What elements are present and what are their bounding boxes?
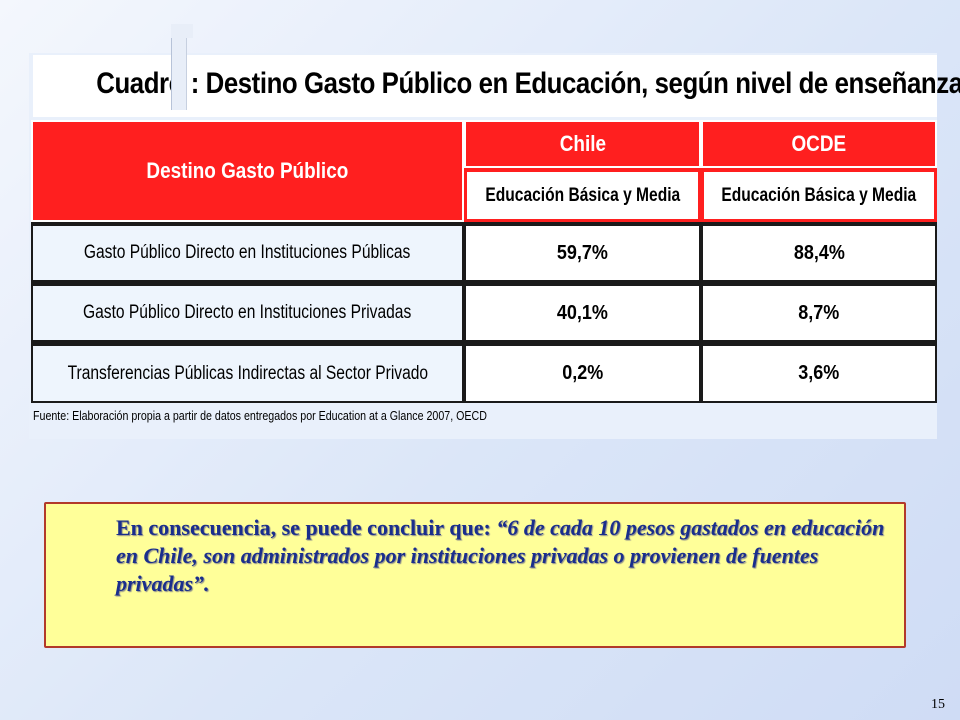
cell-value: 8,7% — [798, 301, 840, 324]
header-chile: Chile — [464, 120, 701, 168]
table-cell: 40,1% — [464, 282, 701, 342]
cell-value: 40,1% — [556, 301, 609, 324]
subheader-ocde-label: Educación Básica y Media — [721, 184, 917, 206]
conclusion-box: En consecuencia, se puede concluir que: … — [44, 502, 906, 648]
title-box: Cuadro : Destino Gasto Público en Educac… — [33, 55, 960, 117]
table-cell: 3,6% — [701, 342, 937, 403]
cell-value: 0,2% — [561, 362, 604, 384]
row-label: Transferencias Públicas Indirectas al Se… — [67, 362, 428, 384]
table-cell: 59,7% — [464, 222, 701, 282]
header-destino: Destino Gasto Público — [31, 120, 464, 222]
source-note: Fuente: Elaboración propia a partir de d… — [33, 408, 487, 423]
table-row-label: Gasto Público Directo en Instituciones P… — [31, 222, 464, 282]
decorative-bar-head — [171, 24, 193, 38]
cell-value: 88,4% — [793, 241, 845, 264]
table-row-label: Gasto Público Directo en Instituciones P… — [31, 282, 464, 342]
row-label: Gasto Público Directo en Instituciones P… — [83, 302, 412, 323]
table-cell: 8,7% — [701, 282, 937, 342]
data-table: Destino Gasto Público Chile OCDE Educaci… — [31, 120, 937, 403]
subheader-ocde: Educación Básica y Media — [701, 168, 937, 222]
conclusion-lead: En consecuencia, se puede concluir que: — [116, 515, 497, 540]
conclusion-quote: “6 de cada 10 pesos gastados en educació… — [116, 515, 885, 596]
header-destino-label: Destino Gasto Público — [146, 158, 349, 183]
header-ocde: OCDE — [701, 120, 937, 168]
table-cell: 88,4% — [701, 222, 937, 282]
subheader-chile: Educación Básica y Media — [464, 168, 701, 222]
subheader-chile-label: Educación Básica y Media — [485, 184, 680, 206]
header-chile-label: Chile — [559, 131, 606, 156]
decorative-bar — [171, 24, 187, 110]
cell-value: 59,7% — [556, 241, 609, 264]
page-number: 15 — [931, 697, 945, 712]
row-label: Gasto Público Directo en Instituciones P… — [84, 242, 411, 263]
header-ocde-label: OCDE — [791, 131, 847, 156]
table-row-label: Transferencias Públicas Indirectas al Se… — [31, 342, 464, 403]
conclusion-text: En consecuencia, se puede concluir que: … — [116, 514, 906, 598]
cell-value: 3,6% — [798, 362, 840, 384]
table-cell: 0,2% — [464, 342, 701, 403]
page-title: Cuadro : Destino Gasto Público en Educac… — [96, 67, 960, 100]
